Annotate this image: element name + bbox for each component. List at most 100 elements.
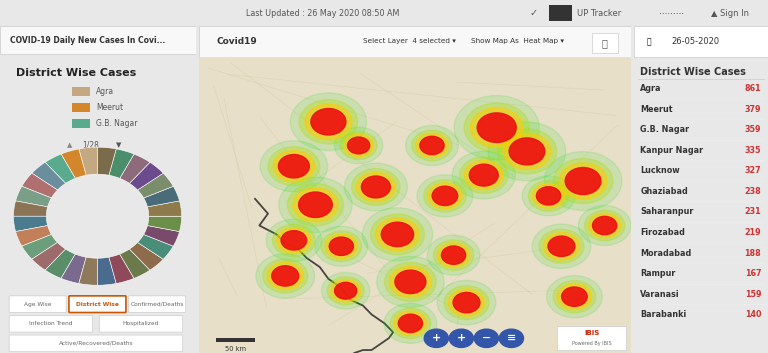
Text: 188: 188 [744, 249, 761, 258]
Text: 26-05-2020: 26-05-2020 [671, 37, 720, 46]
Circle shape [370, 214, 425, 255]
Circle shape [553, 281, 596, 313]
Text: 📅: 📅 [647, 37, 652, 46]
Circle shape [276, 227, 311, 253]
Circle shape [263, 259, 308, 293]
Circle shape [287, 184, 343, 226]
Text: Hospitalized: Hospitalized [123, 321, 159, 326]
Circle shape [260, 141, 328, 192]
Bar [557, 326, 626, 351]
Circle shape [503, 133, 551, 169]
Circle shape [449, 329, 473, 347]
Circle shape [300, 100, 358, 144]
Text: ▲ Sign In: ▲ Sign In [710, 9, 749, 18]
Circle shape [588, 213, 621, 238]
Circle shape [536, 187, 561, 205]
Circle shape [488, 122, 566, 181]
Circle shape [532, 184, 564, 208]
Text: Age Wise: Age Wise [24, 301, 51, 306]
Circle shape [311, 108, 346, 135]
Text: Barabanki: Barabanki [641, 310, 687, 319]
Circle shape [273, 150, 315, 182]
Text: ≡: ≡ [507, 333, 516, 343]
Circle shape [343, 134, 373, 157]
Circle shape [334, 127, 382, 164]
Text: 167: 167 [745, 269, 761, 278]
Text: ⛶: ⛶ [601, 38, 607, 48]
Text: Agra: Agra [641, 84, 662, 93]
Wedge shape [22, 234, 58, 259]
Circle shape [437, 280, 496, 325]
Text: Varanasi: Varanasi [641, 290, 680, 299]
Text: G.B. Nagar: G.B. Nagar [96, 119, 137, 128]
Text: 359: 359 [745, 125, 761, 134]
Text: Moradabad: Moradabad [641, 249, 691, 258]
Circle shape [268, 147, 319, 186]
Wedge shape [147, 201, 181, 216]
Circle shape [278, 155, 310, 178]
Circle shape [267, 262, 303, 289]
Circle shape [256, 254, 315, 298]
Wedge shape [98, 257, 116, 285]
Wedge shape [79, 147, 98, 175]
Circle shape [415, 133, 449, 158]
Circle shape [424, 180, 466, 212]
Text: Covid19: Covid19 [216, 37, 257, 46]
Circle shape [395, 270, 426, 294]
Circle shape [547, 276, 602, 318]
Circle shape [539, 229, 584, 263]
Circle shape [389, 266, 432, 298]
Text: COVID-19 Daily New Cases In Covi...: COVID-19 Daily New Cases In Covi... [10, 36, 165, 45]
Circle shape [477, 113, 516, 143]
Circle shape [433, 240, 474, 270]
Wedge shape [14, 216, 48, 232]
Circle shape [344, 163, 408, 211]
Circle shape [394, 311, 427, 336]
Wedge shape [144, 186, 180, 207]
FancyBboxPatch shape [9, 296, 66, 312]
Text: 1/28: 1/28 [82, 140, 99, 149]
FancyBboxPatch shape [69, 296, 126, 312]
Circle shape [427, 235, 480, 275]
Wedge shape [79, 257, 98, 285]
Circle shape [279, 177, 353, 233]
Text: 335: 335 [745, 146, 761, 155]
Text: 219: 219 [745, 228, 761, 237]
Circle shape [399, 314, 422, 333]
Wedge shape [137, 173, 174, 198]
Wedge shape [120, 249, 150, 279]
Circle shape [522, 176, 575, 216]
Wedge shape [147, 216, 181, 232]
Circle shape [390, 308, 431, 339]
Bar [549, 5, 572, 21]
Circle shape [329, 237, 353, 256]
Circle shape [340, 131, 377, 160]
Text: Last Updated : 26 May 2020 08:50 AM: Last Updated : 26 May 2020 08:50 AM [246, 9, 399, 18]
Circle shape [281, 231, 306, 250]
Bar [72, 119, 90, 128]
Wedge shape [61, 254, 86, 283]
Circle shape [428, 183, 462, 209]
Circle shape [497, 129, 557, 174]
Text: IBIS: IBIS [584, 330, 599, 336]
Text: Select Layer  4 selected ▾: Select Layer 4 selected ▾ [363, 38, 455, 44]
Bar [634, 26, 768, 56]
Bar [72, 87, 90, 96]
Circle shape [376, 256, 444, 307]
Circle shape [449, 289, 485, 316]
Circle shape [545, 152, 622, 210]
Circle shape [453, 292, 480, 313]
Text: 238: 238 [744, 187, 761, 196]
Circle shape [420, 136, 444, 155]
Text: UP Tracker: UP Tracker [577, 9, 621, 18]
Circle shape [592, 216, 617, 235]
Text: Powered By IBIS: Powered By IBIS [572, 341, 611, 346]
Circle shape [417, 175, 473, 217]
Text: −: − [482, 333, 491, 343]
Text: Active/Recovered/Deaths: Active/Recovered/Deaths [58, 341, 134, 346]
Text: 379: 379 [745, 104, 761, 114]
Circle shape [331, 280, 361, 302]
Circle shape [406, 125, 458, 166]
Text: 50 km: 50 km [225, 346, 246, 352]
Text: +: + [432, 333, 441, 343]
